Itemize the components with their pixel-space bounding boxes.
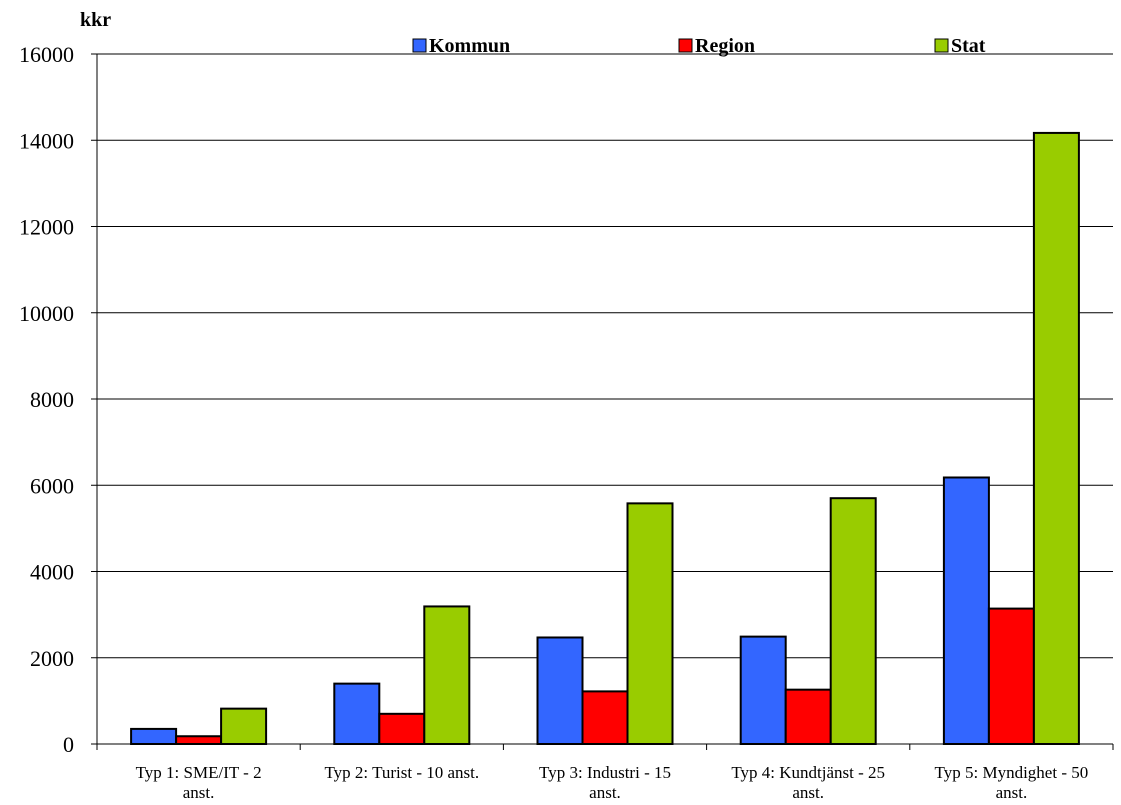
legend: Kommun Region Stat — [412, 35, 986, 57]
y-tick-label: 4000 — [30, 560, 74, 585]
y-tick-labels: 0 2000 4000 6000 8000 10000 12000 14000 16000 — [19, 42, 74, 757]
bar-region — [987, 607, 1035, 746]
axes — [91, 53, 1114, 750]
legend-label-kommun: Kommun — [429, 35, 510, 57]
legend-label-region: Region — [695, 35, 755, 57]
bar-region — [175, 735, 223, 745]
y-tick-label: 0 — [63, 732, 74, 757]
bar-stat — [423, 605, 471, 746]
y-tick-label: 14000 — [19, 128, 74, 153]
y-tick-label: 12000 — [19, 215, 74, 240]
bar-kommun — [130, 727, 178, 745]
category-label: Typ 3: Industri - 15 — [539, 763, 671, 782]
gridlines — [97, 53, 1113, 659]
legend-swatch-region — [678, 38, 693, 53]
category-label: Typ 4: Kundtjänst - 25 — [731, 763, 885, 782]
category-label: anst. — [589, 783, 621, 802]
bars — [130, 131, 1080, 746]
y-tick-label: 10000 — [19, 301, 74, 326]
bar-region — [784, 688, 832, 745]
bar-region — [581, 690, 629, 746]
y-tick-label: 16000 — [19, 42, 74, 67]
category-label: anst. — [996, 783, 1028, 802]
y-tick-label: 6000 — [30, 473, 74, 498]
bar-kommun — [739, 635, 787, 746]
bar-kommun — [536, 636, 584, 746]
y-tick-label: 2000 — [30, 646, 74, 671]
category-label: anst. — [183, 783, 215, 802]
bar-region — [378, 712, 426, 745]
bar-kommun — [333, 682, 381, 745]
bar-kommun — [942, 476, 990, 745]
category-label: Typ 2: Turist - 10 anst. — [324, 763, 479, 782]
category-label: anst. — [792, 783, 824, 802]
legend-label-stat: Stat — [951, 35, 986, 57]
bar-stat — [829, 497, 877, 745]
legend-swatch-stat — [934, 38, 949, 53]
bar-stat — [220, 707, 268, 746]
category-label: Typ 5: Myndighet - 50 — [935, 763, 1089, 782]
y-tick-label: 8000 — [30, 387, 74, 412]
bar-stat — [626, 502, 674, 745]
legend-swatch-kommun — [412, 38, 427, 53]
bar-stat — [1032, 131, 1080, 745]
category-label: Typ 1: SME/IT - 2 — [136, 763, 262, 782]
y-axis-unit-label: kkr — [80, 9, 111, 31]
